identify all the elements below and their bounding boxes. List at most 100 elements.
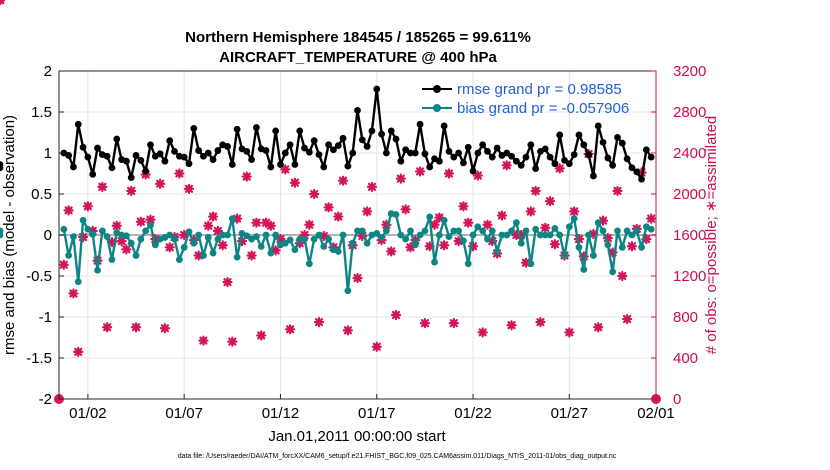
bias-point — [614, 227, 621, 235]
rmse-point — [315, 151, 323, 159]
obs-assimilated-point — [357, 230, 368, 242]
rmse-point — [642, 146, 650, 154]
obs-assimilated-point — [294, 238, 305, 249]
bias-point — [89, 230, 97, 238]
bias-point — [243, 232, 251, 240]
obs-assimilated-point — [405, 242, 416, 253]
bias-point — [575, 243, 583, 251]
bias-point — [200, 252, 207, 259]
obs-assimilated-point — [318, 230, 329, 242]
obs-assimilated-point — [140, 169, 151, 180]
obs-assimilated-point — [448, 318, 459, 329]
x-axis-ticks: 01/02 01/07 01/12 01/17 01/22 01/27 02/01 — [69, 394, 675, 422]
obs-assimilated-point — [646, 213, 657, 224]
rmse-point — [147, 141, 154, 149]
rmse-point — [349, 149, 357, 157]
bias-point — [204, 234, 212, 241]
obs-assimilated-point — [400, 204, 411, 215]
obs-assimilated-point — [593, 322, 604, 333]
bias-point — [209, 249, 217, 257]
rmse-point — [243, 147, 251, 155]
rmse-point — [397, 157, 405, 165]
rmse-point — [585, 151, 592, 159]
rmse-point — [74, 120, 82, 128]
bias-point — [252, 233, 260, 241]
bias-point — [440, 216, 448, 224]
obs-assimilated-point — [280, 164, 291, 175]
obs-assimilated-point — [626, 241, 638, 252]
bias-point — [402, 235, 410, 243]
bias-point — [74, 278, 82, 286]
obs-assimilated-point — [362, 206, 373, 217]
obs-assimilated-point — [126, 185, 137, 197]
obs-assimilated-point — [251, 217, 262, 228]
obs-assimilated-point — [578, 251, 589, 262]
rmse-point — [248, 156, 255, 163]
rmse-point — [0, 164, 4, 172]
rmse-point — [305, 148, 313, 156]
obs-assimilated-point — [641, 234, 652, 245]
obs-assimilated-point — [0, 0, 6, 6]
rmse-point — [565, 160, 573, 168]
obs-assimilated-point — [183, 183, 195, 194]
rmse-point — [180, 153, 188, 161]
rmse-point — [132, 152, 140, 159]
bias-point — [537, 231, 544, 239]
x-tick-label: 01/12 — [262, 405, 300, 422]
rmse-point — [469, 167, 477, 175]
obs-assimilated-point — [97, 181, 108, 192]
rmse-point — [296, 127, 304, 135]
rmse-point — [108, 164, 116, 172]
rmse-point — [382, 149, 390, 157]
obs-assimilated-point — [439, 240, 450, 251]
rmse-point — [378, 130, 385, 138]
y2-tick-label: 1600 — [673, 227, 706, 244]
bias-point — [604, 241, 612, 249]
obs-assimilated-point — [309, 188, 320, 200]
rmse-point — [488, 153, 496, 161]
obs-assimilated-point — [217, 240, 228, 251]
obs-assimilated-point — [207, 211, 219, 222]
obs-assimilated-point — [463, 217, 474, 228]
y2-tick-label: 2400 — [673, 145, 706, 162]
rmse-point — [647, 153, 655, 161]
rmse-point — [416, 120, 424, 128]
bias-point — [445, 233, 453, 241]
bias-point — [522, 227, 530, 235]
rmse-point — [267, 163, 275, 171]
rmse-point — [281, 149, 289, 157]
rmse-point — [484, 147, 491, 155]
y-tick-label: -1 — [39, 309, 52, 326]
rmse-point — [599, 138, 607, 146]
y2-tick-label: 0 — [673, 391, 681, 408]
rmse-point — [407, 149, 414, 157]
obs-assimilated-point — [260, 217, 272, 228]
obs-assimilated-point — [472, 170, 483, 181]
bias-point — [190, 239, 198, 247]
bias-point — [84, 225, 92, 233]
bias-point — [493, 248, 501, 255]
rmse-point — [272, 127, 280, 135]
bias-point — [70, 233, 77, 241]
bias-point — [541, 231, 549, 239]
bias-point — [320, 243, 328, 250]
obs-assimilated-point — [236, 236, 248, 247]
obs-assimilated-point — [458, 201, 469, 212]
obs-assimilated-point — [333, 211, 344, 222]
rmse-point — [368, 127, 376, 135]
rmse-point — [575, 131, 583, 139]
x-tick-label: 01/07 — [165, 405, 203, 422]
rmse-point — [171, 147, 178, 155]
obs-assimilated-point — [371, 341, 382, 352]
rmse-point — [325, 141, 333, 149]
obs-assimilated-point — [424, 241, 435, 252]
obs-assimilated-point — [150, 234, 161, 245]
bias-point — [233, 253, 241, 261]
bias-point — [180, 243, 188, 251]
rmse-point — [277, 161, 284, 168]
rmse-point — [604, 154, 612, 162]
obs-assimilated-point — [487, 236, 498, 247]
obs-assimilated-point — [607, 247, 618, 258]
y2-tick-label: 2800 — [673, 104, 706, 121]
rmse-point — [84, 153, 92, 161]
